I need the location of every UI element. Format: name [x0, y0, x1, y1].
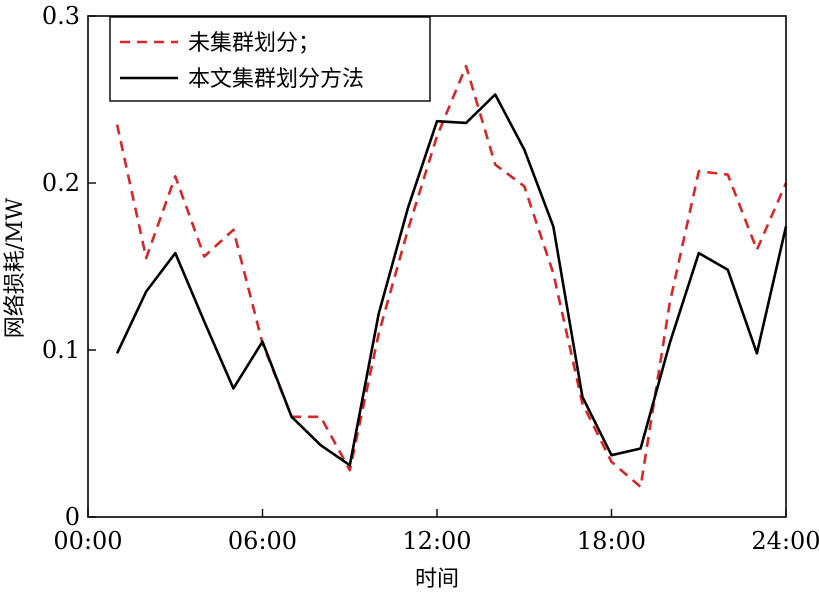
- legend-label-series-1: 未集群划分；: [188, 31, 320, 56]
- legend: 未集群划分； 本文集群划分方法: [109, 16, 431, 102]
- y-tick-label: 0.2: [42, 169, 80, 197]
- y-tick-label: 0.3: [42, 2, 80, 30]
- legend-label-series-2: 本文集群划分方法: [188, 67, 364, 92]
- axis-tick-labels: 00:00 06:00 12:00 18:00 24:00 0 0.1 0.2 0.3: [42, 2, 819, 555]
- x-tick-label: 12:00: [402, 527, 471, 555]
- y-axis-title: 网络损耗/MW: [3, 197, 28, 338]
- legend-box: [109, 16, 431, 102]
- x-tick-label: 00:00: [53, 527, 122, 555]
- x-tick-label: 18:00: [577, 527, 646, 555]
- y-tick-label: 0: [65, 503, 80, 531]
- x-tick-label: 06:00: [228, 527, 297, 555]
- axis-ticks: [87, 15, 787, 518]
- series-layer: [115, 64, 788, 489]
- x-axis-title: 时间: [415, 567, 459, 592]
- x-tick-label: 24:00: [751, 527, 819, 555]
- series-line-1: [115, 64, 788, 489]
- series-line-2: [115, 93, 788, 467]
- y-tick-label: 0.1: [42, 336, 80, 364]
